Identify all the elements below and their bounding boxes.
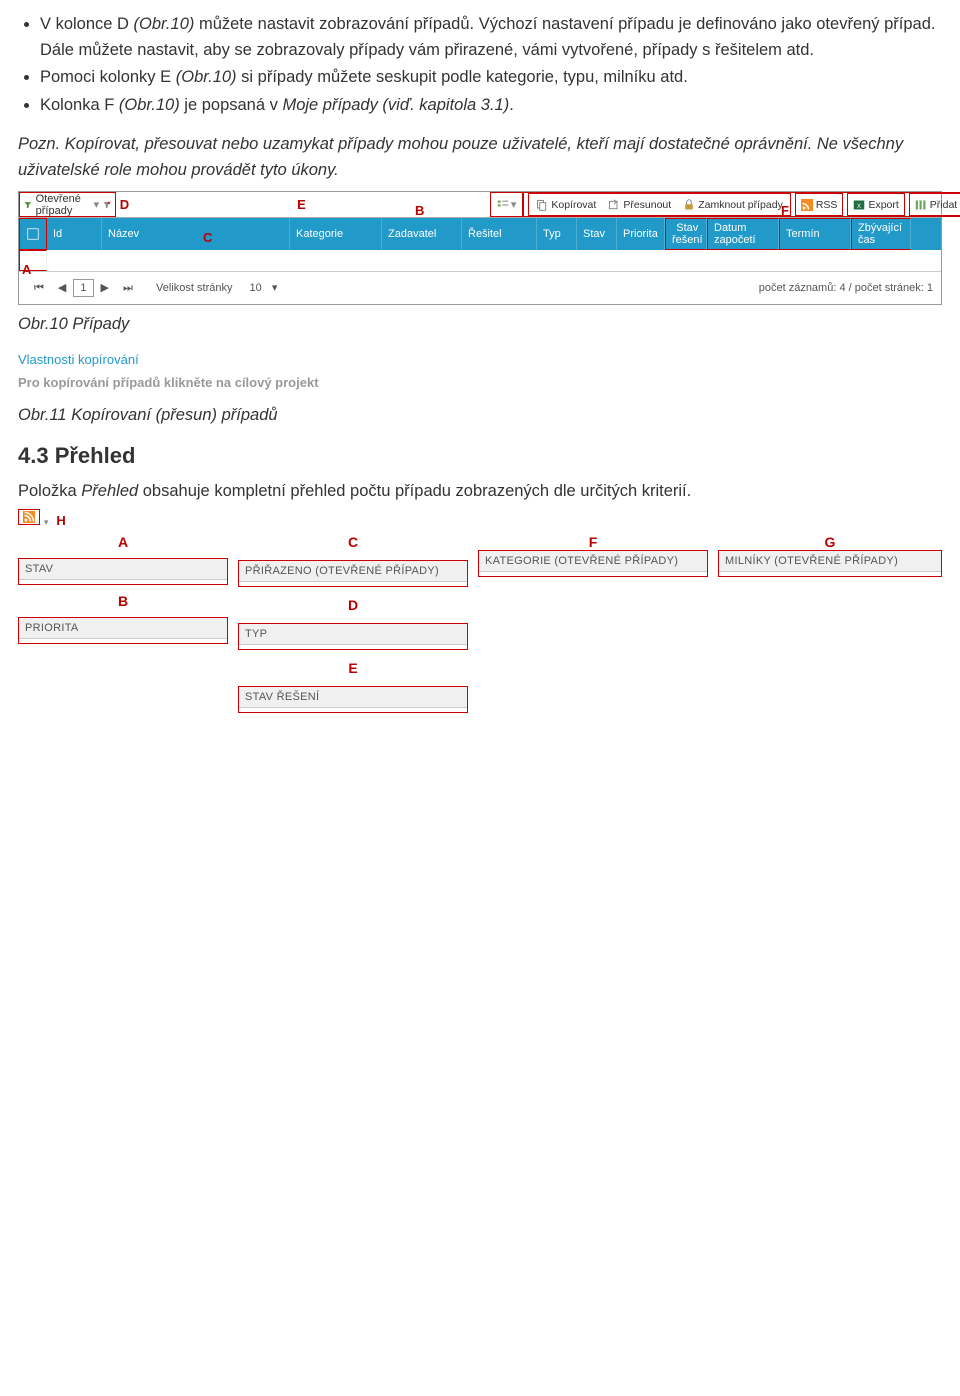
intro-bullets: V kolonce D (Obr.10) můžete nastavit zob…: [18, 12, 942, 118]
header-cell[interactable]: Název: [102, 218, 290, 250]
filter-icon: [24, 199, 32, 211]
header-cell[interactable]: Kategorie: [290, 218, 382, 250]
pager-controls[interactable]: ⏮◀1▶⏭ Velikost stránky 10 ▾: [27, 278, 277, 298]
obr10-caption: Obr.10 Případy: [18, 315, 942, 334]
svg-text:X: X: [857, 204, 861, 210]
letter-f: F: [777, 203, 793, 218]
header-cell[interactable]: Řešitel: [462, 218, 537, 250]
toolbar-filter-label[interactable]: Otevřené případy: [36, 193, 90, 217]
section-4-3-title: 4.3 Přehled: [18, 443, 942, 469]
obr11-caption: Obr.11 Kopírovaní (přesun) případů: [18, 406, 942, 425]
letter-b: B: [411, 203, 428, 218]
panel-kategorie-title: KATEGORIE (OTEVŘENÉ PŘÍPADY): [479, 551, 707, 572]
toolbar-cols[interactable]: Přidat / odebrat sloupce: [909, 193, 960, 216]
letter-d: D: [116, 197, 133, 212]
copy-sub: Pro kopírování případů klikněte na cílov…: [18, 375, 942, 390]
copy-head: Vlastnosti kopírování: [18, 352, 942, 367]
table-pager: ⏮◀1▶⏭ Velikost stránky 10 ▾ počet záznam…: [19, 272, 941, 304]
header-cell[interactable]: Zbývající čas: [851, 218, 911, 250]
header-cell[interactable]: Stav: [577, 218, 617, 250]
panel-milniky: MILNÍKY (OTEVŘENÉ PŘÍPADY): [718, 550, 942, 577]
toolbar-rss[interactable]: RSS: [795, 193, 844, 216]
pager-size[interactable]: 10: [243, 279, 269, 297]
table-header-row: B F IdNázevKategorieZadavatelŘešitelTypS…: [19, 218, 941, 250]
panel-prirazeno: PŘIŘAZENO (OTEVŘENÉ PŘÍPADY): [238, 560, 468, 587]
header-cell[interactable]: Zadavatel: [382, 218, 462, 250]
pager-info: počet záznamů: 4 / počet stránek: 1: [759, 282, 933, 294]
letter-d2: D: [238, 597, 468, 613]
panel-typ: TYP: [238, 623, 468, 650]
intro-bullet: Kolonka F (Obr.10) je popsaná v Moje pří…: [40, 93, 942, 119]
header-cell[interactable]: Stav řešení: [665, 218, 707, 250]
letter-f2: F: [478, 534, 708, 550]
letter-c2: C: [238, 534, 468, 550]
letter-b2: B: [18, 593, 228, 609]
clear-filter-icon[interactable]: [103, 199, 111, 211]
intro-note: Pozn. Kopírovat, přesouvat nebo uzamykat…: [18, 132, 942, 183]
table-filter-row: [19, 250, 941, 272]
header-cell[interactable]: Priorita: [617, 218, 665, 250]
toolbar-lock[interactable]: Zamknout případy: [678, 199, 788, 211]
overview-wrap: A STAV B PRIORITA C PŘIŘAZENO (OTEVŘENÉ …: [18, 534, 942, 713]
letter-h: H: [52, 513, 69, 528]
table-toolbar: Otevřené případy ▾ D E ▾ KopírovatPřesun…: [19, 192, 941, 218]
panel-stav: STAV: [18, 558, 228, 585]
panel-typ-title: TYP: [239, 624, 467, 645]
rss-icon[interactable]: [18, 509, 40, 525]
panel-priorita-title: PRIORITA: [19, 618, 227, 639]
group-icon[interactable]: [497, 199, 509, 211]
letter-e2: E: [238, 660, 468, 676]
panel-stavreseni-title: STAV ŘEŠENÍ: [239, 687, 467, 708]
header-cell[interactable]: Termín: [779, 218, 851, 250]
panel-milniky-title: MILNÍKY (OTEVŘENÉ PŘÍPADY): [719, 551, 941, 572]
intro-bullet: Pomoci kolonky E (Obr.10) si případy můž…: [40, 65, 942, 91]
panel-kategorie: KATEGORIE (OTEVŘENÉ PŘÍPADY): [478, 550, 708, 577]
cases-table: Otevřené případy ▾ D E ▾ KopírovatPřesun…: [18, 191, 942, 305]
letter-g2: G: [718, 534, 942, 550]
toolbar-move[interactable]: Přesunout: [603, 199, 676, 211]
intro-bullet: V kolonce D (Obr.10) můžete nastavit zob…: [40, 12, 942, 63]
toolbar-xls[interactable]: XExport: [847, 193, 904, 216]
letter-a2: A: [18, 534, 228, 550]
letter-e: E: [293, 197, 310, 212]
panel-stavreseni: STAV ŘEŠENÍ: [238, 686, 468, 713]
toolbar-copy[interactable]: Kopírovat: [531, 199, 601, 211]
panel-stav-title: STAV: [19, 559, 227, 580]
section-4-3-text: Položka Přehled obsahuje kompletní přehl…: [18, 479, 942, 505]
header-cell[interactable]: Id: [47, 218, 102, 250]
panel-priorita: PRIORITA: [18, 617, 228, 644]
letter-c: C: [199, 230, 216, 245]
pager-size-label: Velikost stránky: [149, 279, 239, 297]
overview-header: ▾ H: [18, 509, 942, 528]
header-cell[interactable]: Datum započetí: [707, 218, 779, 250]
header-cell[interactable]: [19, 218, 47, 250]
header-cell[interactable]: Typ: [537, 218, 577, 250]
panel-prirazeno-title: PŘIŘAZENO (OTEVŘENÉ PŘÍPADY): [239, 561, 467, 582]
letter-a: A: [18, 262, 35, 277]
